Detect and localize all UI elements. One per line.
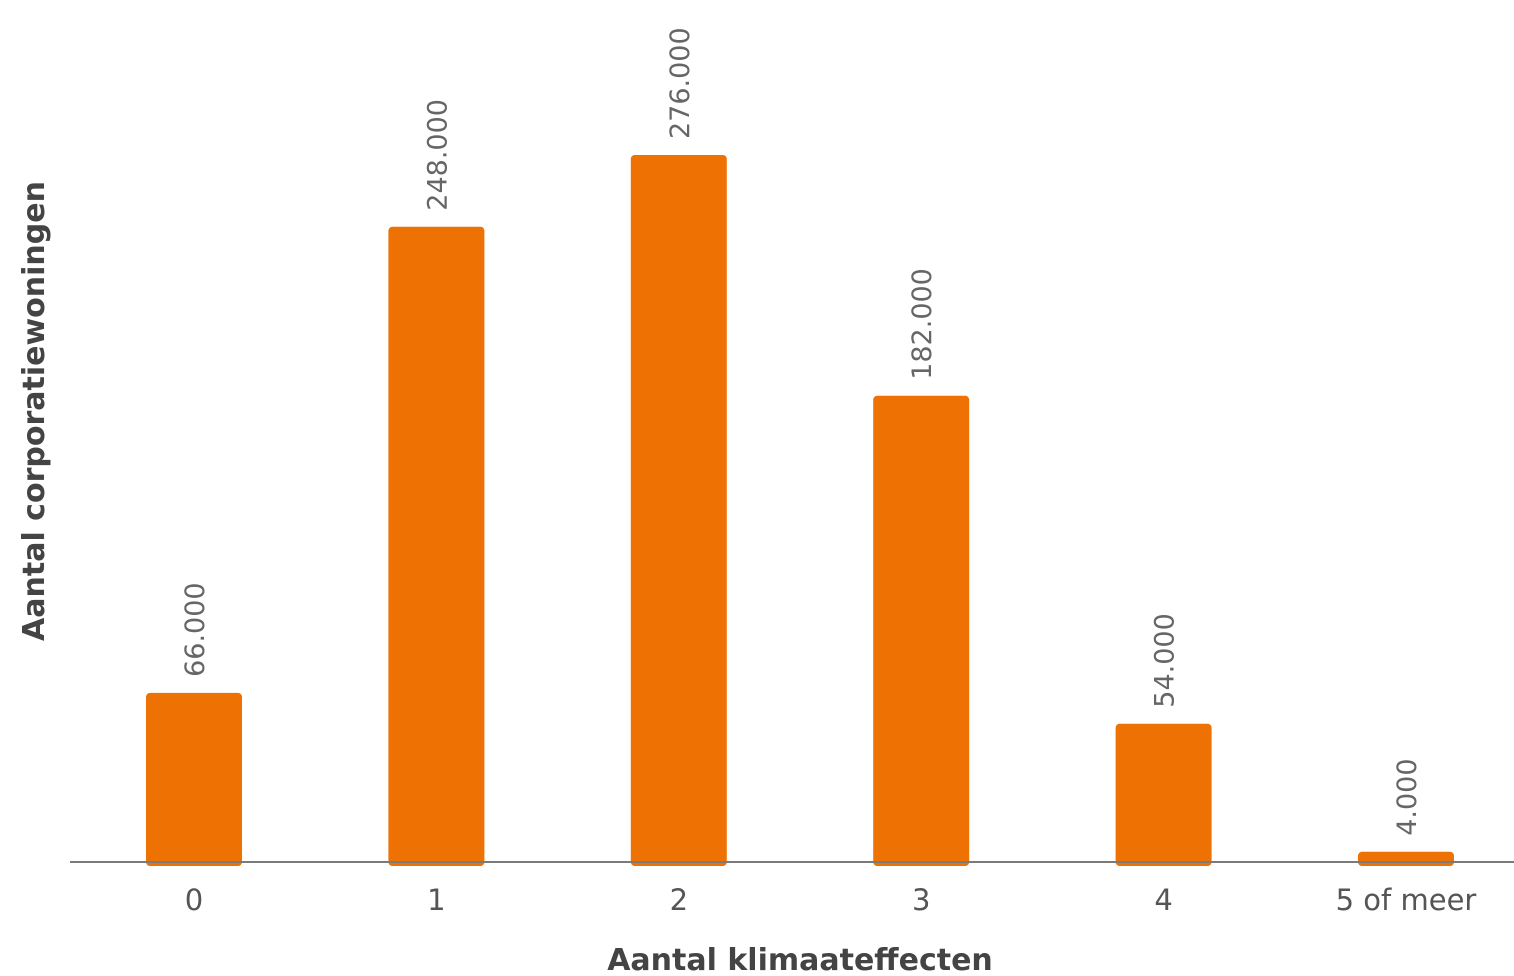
bar-3 [873, 395, 970, 866]
data-label-0: 66.000 [180, 582, 211, 676]
data-label-4: 54.000 [1150, 613, 1181, 707]
x-tick-label-4: 4 [1154, 883, 1172, 917]
y-axis-title: Aantal corporatiewoningen [17, 181, 52, 641]
data-labels-group: 66.000 248.000 276.000 182.000 54.000 4.000 [180, 27, 1423, 835]
data-label-3: 182.000 [907, 268, 938, 380]
x-tick-label-1: 1 [427, 883, 445, 917]
x-tick-label-3: 3 [912, 883, 930, 917]
bar-5-of-meer [1358, 851, 1454, 866]
x-tick-labels-group: 0 1 2 3 4 5 of meer [185, 883, 1477, 917]
data-label-5-of-meer: 4.000 [1392, 759, 1423, 836]
bar-4 [1115, 723, 1212, 866]
bar-2 [630, 155, 727, 866]
x-tick-label-5-of-meer: 5 of meer [1336, 883, 1477, 917]
x-tick-label-2: 2 [670, 883, 688, 917]
data-label-2: 276.000 [665, 27, 696, 139]
x-tick-label-0: 0 [185, 883, 203, 917]
bar-1 [388, 226, 485, 866]
x-axis-title: Aantal klimaateffecten [607, 943, 993, 976]
data-label-1: 248.000 [422, 99, 453, 211]
bar-0 [146, 692, 242, 866]
bars-group [146, 155, 1454, 866]
